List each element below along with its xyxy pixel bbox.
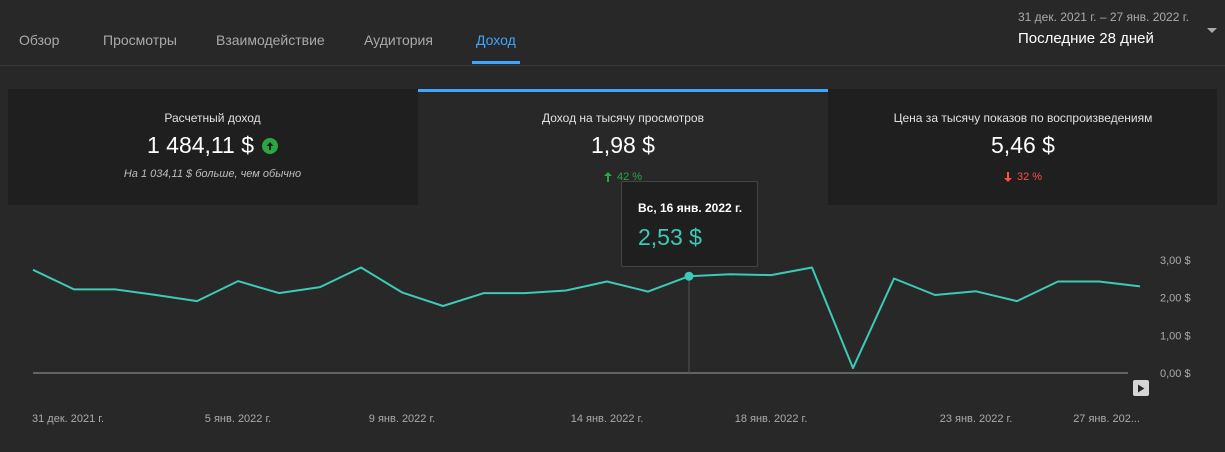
metric-value: 1 484,11 $ (146, 132, 254, 158)
x-tick-label: 23 янв. 2022 г. (940, 413, 1013, 425)
tab-revenue[interactable]: Доход (476, 32, 516, 48)
metric-value-row: 1 484,11 $ (147, 132, 278, 159)
y-tick-label: 0,00 $ (1160, 368, 1191, 380)
metric-value: 1,98 $ (591, 132, 655, 158)
arrow-down-icon (1003, 172, 1012, 182)
metric-delta: 42 % (603, 171, 643, 183)
x-tick-label: 18 янв. 2022 г. (735, 413, 808, 425)
x-tick-label: 5 янв. 2022 г. (205, 413, 271, 425)
metric-title: Доход на тысячу просмотров (542, 111, 704, 125)
metric-value: 5,46 $ (991, 132, 1055, 158)
metric-delta: 32 % (1003, 171, 1043, 183)
chart-area (8, 205, 1217, 452)
active-tab-indicator (472, 61, 520, 64)
chevron-down-icon[interactable] (1207, 28, 1217, 33)
top-nav: Обзор Просмотры Взаимодействие Аудитория… (0, 0, 1225, 66)
arrow-up-circle-icon (262, 137, 278, 154)
metric-delta-value: 42 % (616, 171, 643, 183)
x-tick-label: 14 янв. 2022 г. (571, 413, 644, 425)
tooltip-value: 2,53 $ (638, 224, 702, 250)
play-icon[interactable] (1133, 380, 1149, 396)
x-tick-label: 27 янв. 202... (1073, 413, 1140, 425)
tooltip-date: Вс, 16 янв. 2022 г. (638, 201, 743, 215)
metric-card-estimated-revenue[interactable]: Расчетный доход 1 484,11 $ На 1 034,11 $… (8, 89, 417, 205)
chart-tooltip: Вс, 16 янв. 2022 г. 2,53 $ (621, 181, 758, 267)
highlighted-point (684, 271, 694, 281)
tab-audience[interactable]: Аудитория (364, 32, 433, 48)
tab-engagement[interactable]: Взаимодействие (216, 32, 325, 48)
series-line (32, 266, 1141, 370)
x-tick-label: 9 янв. 2022 г. (369, 413, 435, 425)
metric-title: Цена за тысячу показов по воспроизведени… (893, 111, 1153, 125)
metric-card-cpm[interactable]: Цена за тысячу показов по воспроизведени… (829, 89, 1217, 205)
date-range-picker[interactable]: 31 дек. 2021 г. – 27 янв. 2022 г. Послед… (1018, 10, 1189, 47)
date-range-label: Последние 28 дней (1017, 30, 1154, 47)
date-range-text: 31 дек. 2021 г. – 27 янв. 2022 г. (1017, 10, 1189, 24)
y-tick-label: 2,00 $ (1160, 293, 1191, 305)
y-tick-label: 3,00 $ (1160, 255, 1191, 267)
arrow-up-icon (603, 172, 612, 182)
tab-views[interactable]: Просмотры (103, 32, 177, 48)
x-tick-label: 31 дек. 2021 г. (32, 413, 104, 425)
metric-title: Расчетный доход (164, 111, 261, 125)
metric-delta-value: 32 % (1016, 171, 1043, 183)
y-tick-label: 1,00 $ (1160, 330, 1191, 342)
metric-note: На 1 034,11 $ больше, чем обычно (123, 168, 302, 180)
tab-overview[interactable]: Обзор (19, 32, 60, 48)
